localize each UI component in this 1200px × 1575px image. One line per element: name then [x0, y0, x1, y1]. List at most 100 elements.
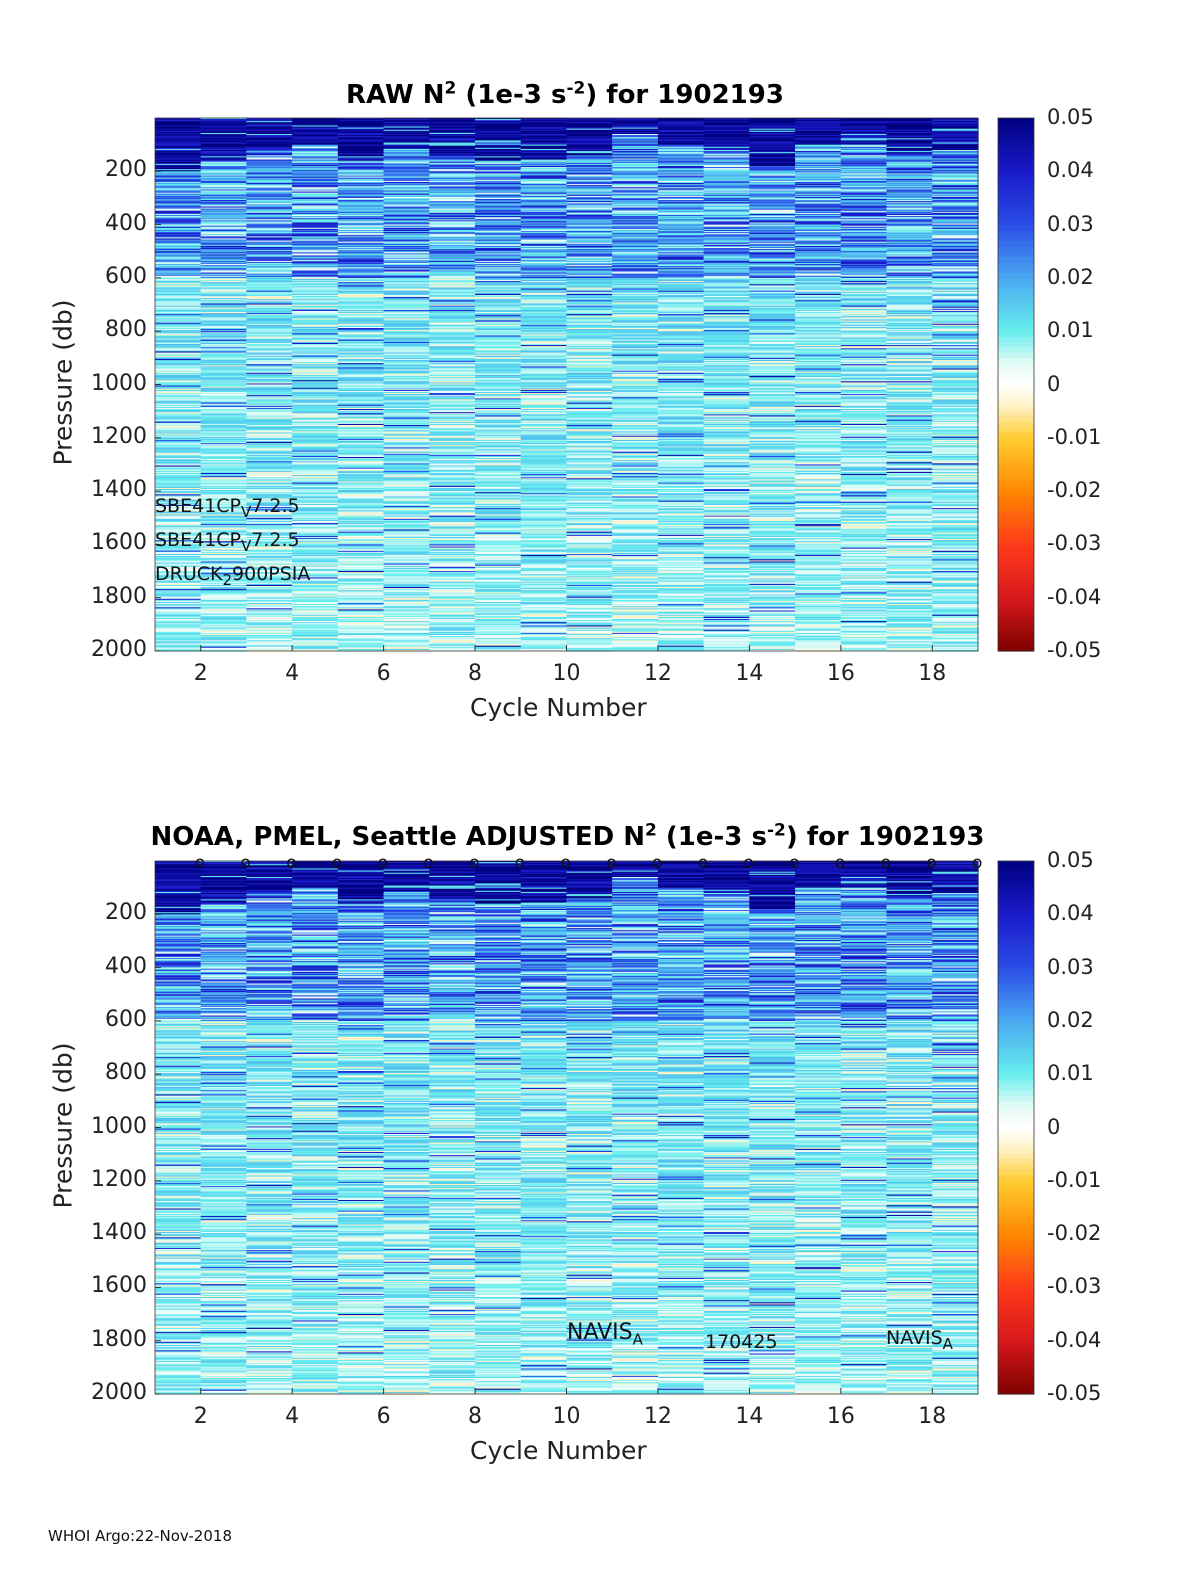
heat-cell — [475, 581, 522, 584]
heat-cell — [566, 512, 613, 515]
heat-cell — [155, 556, 202, 558]
heat-cell — [292, 348, 339, 350]
heat-cell — [383, 124, 430, 127]
heat-cell — [337, 212, 385, 215]
heat-cell — [155, 260, 202, 263]
heat-cell — [566, 264, 613, 266]
heat-cell — [383, 122, 430, 124]
heat-cell — [429, 339, 476, 342]
heat-cell — [475, 276, 522, 279]
heat-cell — [475, 340, 522, 343]
heat-cell — [383, 331, 430, 333]
heat-cell — [337, 557, 385, 559]
heat-cell — [566, 128, 613, 131]
heat-cell — [292, 519, 339, 522]
heat-cell — [155, 550, 202, 553]
heat-cell — [292, 574, 339, 576]
heat-cell — [337, 621, 385, 623]
heat-cell — [246, 558, 293, 560]
heat-cell — [246, 195, 293, 198]
heat-cell — [155, 402, 202, 405]
heat-cell — [383, 430, 430, 433]
heat-cell — [383, 449, 430, 452]
cycle-column-5 — [337, 118, 385, 652]
heat-cell — [155, 596, 202, 599]
heat-cell — [200, 441, 248, 443]
heat-cell — [566, 288, 613, 291]
heat-cell — [246, 603, 293, 605]
heat-cell — [475, 248, 522, 250]
heat-cell — [337, 463, 385, 466]
heat-cell — [520, 619, 568, 621]
heat-cell — [475, 223, 522, 226]
heat-cell — [383, 351, 430, 354]
heat-cell — [429, 454, 476, 457]
heat-cell — [200, 577, 248, 580]
heat-cell — [246, 426, 293, 428]
heat-cell — [475, 482, 522, 485]
heat-cell — [429, 636, 476, 638]
heat-cell — [429, 118, 476, 120]
heat-cell — [566, 169, 613, 171]
heat-cell — [337, 294, 385, 297]
heat-cell — [292, 469, 339, 472]
heat-cell — [429, 566, 476, 569]
heat-cell — [337, 383, 385, 386]
heat-cell — [520, 316, 568, 318]
heat-cell — [475, 275, 522, 278]
heat-cell — [155, 503, 202, 506]
heat-cell — [246, 499, 293, 502]
heat-cell — [566, 551, 613, 554]
heat-cell — [155, 358, 202, 361]
heat-cell — [200, 148, 248, 151]
heat-cell — [246, 337, 293, 340]
heat-cell — [520, 410, 568, 412]
heat-cell — [292, 569, 339, 572]
heat-cell — [292, 598, 339, 601]
heat-cell — [337, 484, 385, 487]
heat-cell — [200, 636, 248, 638]
heat-cell — [337, 291, 385, 294]
heat-cell — [383, 615, 430, 618]
heat-cell — [246, 197, 293, 200]
heat-cell — [566, 343, 613, 346]
heat-cell — [246, 410, 293, 412]
heat-cell — [337, 192, 385, 195]
heat-cell — [200, 409, 248, 411]
heat-cell — [520, 121, 568, 123]
heat-cell — [246, 361, 293, 363]
heat-cell — [200, 519, 248, 522]
heat-cell — [200, 378, 248, 380]
heat-cell — [520, 511, 568, 514]
heat-cell — [337, 423, 385, 426]
heat-cell — [475, 262, 522, 265]
heat-cell — [566, 635, 613, 637]
heat-cell — [566, 558, 613, 560]
heat-cell — [383, 493, 430, 495]
heat-cell — [155, 316, 202, 318]
heat-cell — [475, 483, 522, 486]
heat-cell — [429, 533, 476, 536]
heat-cell — [520, 641, 568, 644]
heat-cell — [520, 377, 568, 379]
heat-cell — [200, 159, 248, 162]
heat-cell — [520, 129, 568, 132]
heat-cell — [429, 431, 476, 434]
heat-cell — [337, 131, 385, 134]
heat-cell — [383, 467, 430, 470]
heat-cell — [246, 442, 293, 444]
heat-cell — [200, 178, 248, 181]
heat-cell — [475, 278, 522, 281]
heat-cell — [520, 484, 568, 487]
heat-cell — [337, 538, 385, 540]
heat-cell — [566, 623, 613, 625]
heat-cell — [155, 357, 202, 360]
heat-cell — [383, 162, 430, 165]
heat-cell — [429, 641, 476, 644]
heat-cell — [337, 571, 385, 573]
heat-cell — [383, 578, 430, 581]
heat-cell — [520, 157, 568, 160]
heat-cell — [155, 552, 202, 555]
heat-cell — [475, 370, 522, 373]
heat-cell — [155, 375, 202, 378]
